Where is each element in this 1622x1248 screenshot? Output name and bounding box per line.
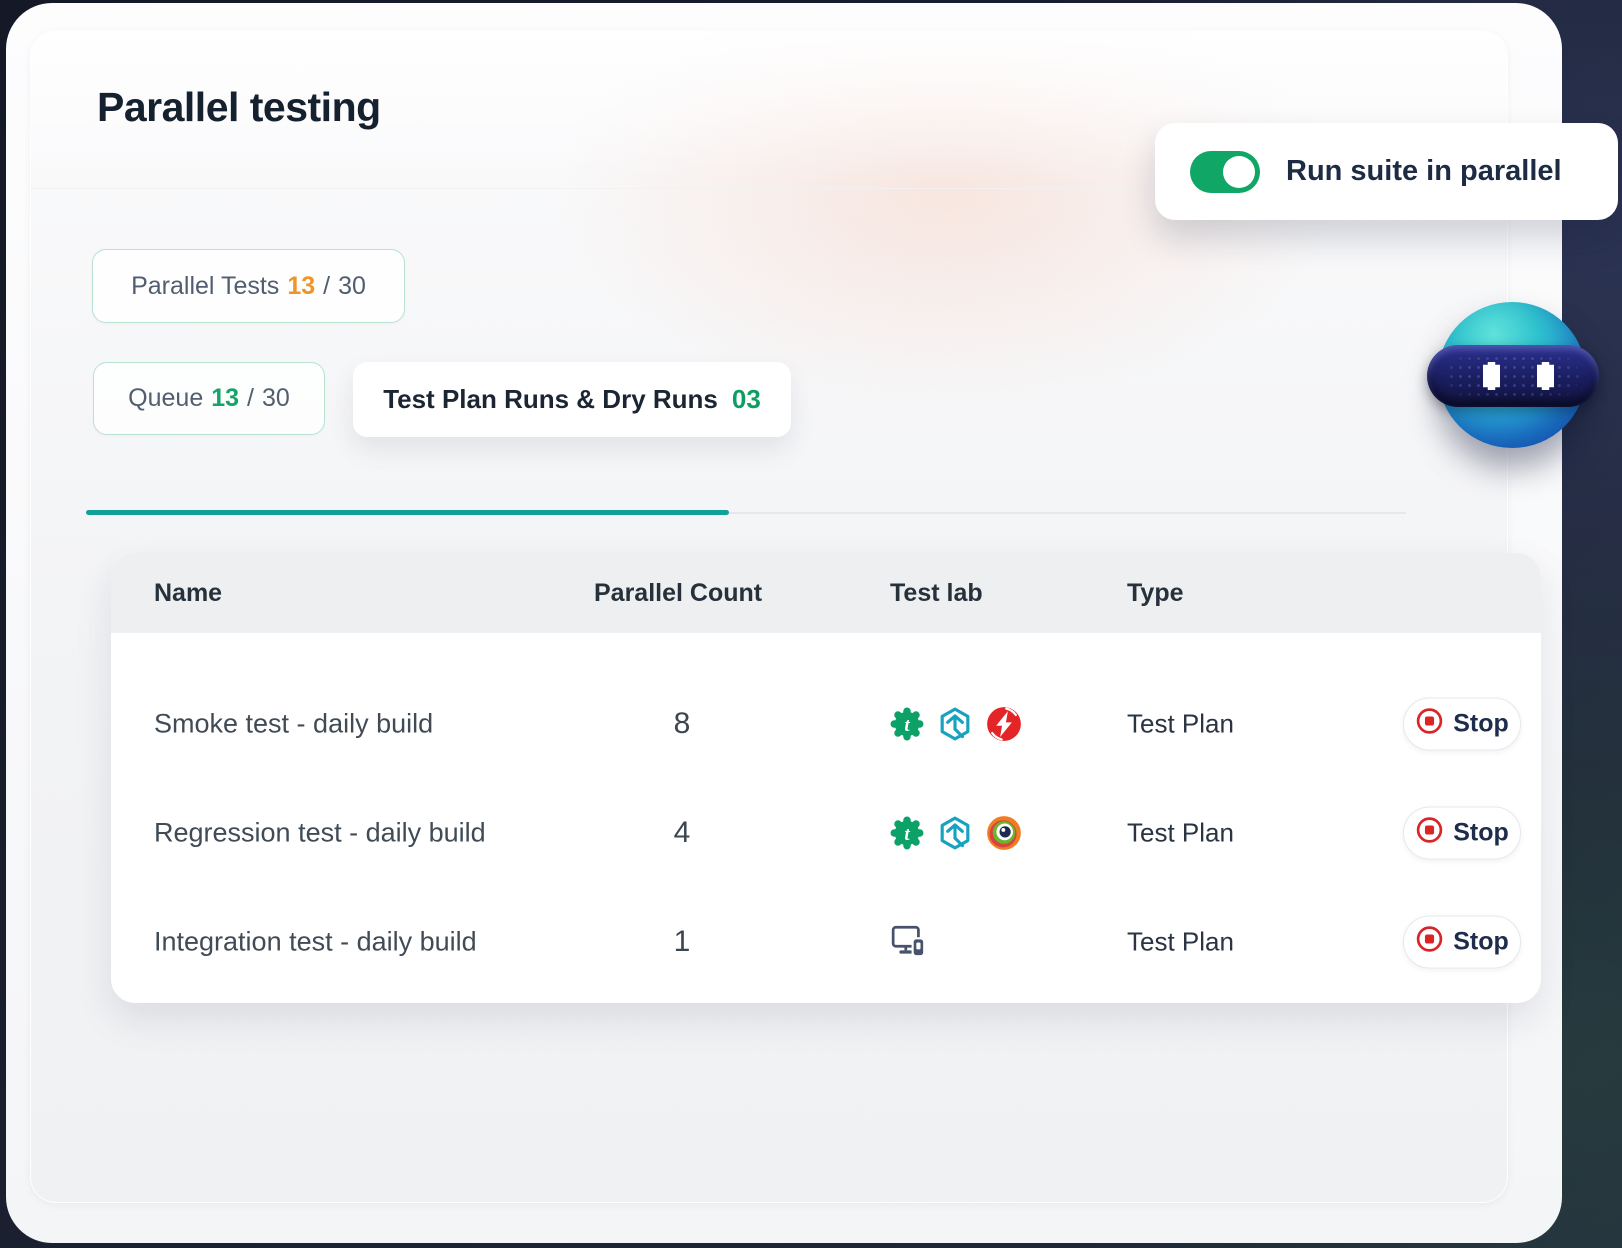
run-name: Smoke test - daily build <box>154 708 434 738</box>
parallel-count-value: 4 <box>673 815 691 849</box>
run-suite-parallel-toggle[interactable] <box>1190 150 1260 193</box>
stop-icon <box>1415 707 1444 741</box>
run-name: Integration test - daily build <box>154 926 477 956</box>
stop-button[interactable]: Stop <box>1403 806 1521 859</box>
tab-test-plan-runs[interactable]: Test Plan Runs & Dry Runs 03 <box>353 362 791 437</box>
stop-button-label: Stop <box>1453 927 1509 955</box>
toggle-knob <box>1223 155 1255 188</box>
lightning-circle-icon <box>986 706 1022 742</box>
stop-button[interactable]: Stop <box>1403 915 1521 968</box>
stop-icon <box>1415 925 1444 959</box>
queue-badge: Queue 13 / 30 <box>93 362 325 435</box>
table-row: Regression test - daily build 4 <box>111 778 1541 887</box>
table-row: Integration test - daily build 1 <box>111 887 1541 996</box>
parallel-count-value: 8 <box>673 706 691 740</box>
queue-used: 13 <box>211 384 240 412</box>
tab-divider-line <box>729 512 1406 514</box>
hexagon-arrow-icon <box>937 706 973 742</box>
desktop-mobile-icon <box>890 923 930 961</box>
table-body: Smoke test - daily build 8 <box>111 633 1541 996</box>
stop-button-label: Stop <box>1453 709 1509 737</box>
parallel-tests-total: 30 <box>338 271 366 300</box>
table-row: Smoke test - daily build 8 <box>111 669 1541 778</box>
parallel-tests-badge: Parallel Tests 13 / 30 <box>92 249 405 323</box>
robot-mascot <box>1427 295 1599 460</box>
table-header-row: Name Parallel Count Test lab Type <box>111 553 1541 633</box>
test-runs-table: Name Parallel Count Test lab Type Smoke … <box>111 553 1541 1003</box>
test-lab-icons <box>890 923 930 961</box>
svg-text:t: t <box>904 714 910 735</box>
browserstack-eye-icon <box>986 815 1022 851</box>
tab-label: Test Plan Runs & Dry Runs <box>383 384 718 414</box>
parallel-tests-separator: / <box>323 271 331 300</box>
queue-label: Queue <box>128 384 204 412</box>
column-header-name: Name <box>154 578 223 607</box>
column-header-parallel-count: Parallel Count <box>594 578 763 607</box>
run-type: Test Plan <box>1127 817 1234 847</box>
queue-separator: / <box>247 384 254 412</box>
hexagon-arrow-icon <box>937 815 973 851</box>
test-lab-icons: t <box>890 706 1022 742</box>
run-type: Test Plan <box>1127 926 1234 956</box>
robot-eye-left <box>1483 362 1500 390</box>
testsigma-gear-icon: t <box>890 707 924 741</box>
robot-eye-right <box>1537 362 1554 390</box>
queue-total: 30 <box>262 384 290 412</box>
stop-button-label: Stop <box>1453 818 1509 846</box>
column-header-test-lab: Test lab <box>890 578 983 607</box>
run-suite-parallel-card: Run suite in parallel <box>1155 123 1618 220</box>
active-tab-indicator <box>86 510 729 515</box>
testsigma-gear-icon: t <box>890 816 924 850</box>
test-lab-icons: t <box>890 815 1022 851</box>
parallel-count-value: 1 <box>673 924 691 958</box>
stop-button[interactable]: Stop <box>1403 697 1521 750</box>
tab-count-badge: 03 <box>731 384 761 414</box>
run-type: Test Plan <box>1127 708 1234 738</box>
run-suite-parallel-label: Run suite in parallel <box>1286 155 1562 187</box>
parallel-tests-used: 13 <box>287 271 316 300</box>
run-name: Regression test - daily build <box>154 817 486 847</box>
page-title: Parallel testing <box>97 84 381 130</box>
stop-icon <box>1415 816 1444 850</box>
column-header-type: Type <box>1127 578 1184 607</box>
svg-text:t: t <box>904 823 910 844</box>
robot-visor <box>1427 345 1599 407</box>
parallel-tests-label: Parallel Tests <box>131 271 280 300</box>
